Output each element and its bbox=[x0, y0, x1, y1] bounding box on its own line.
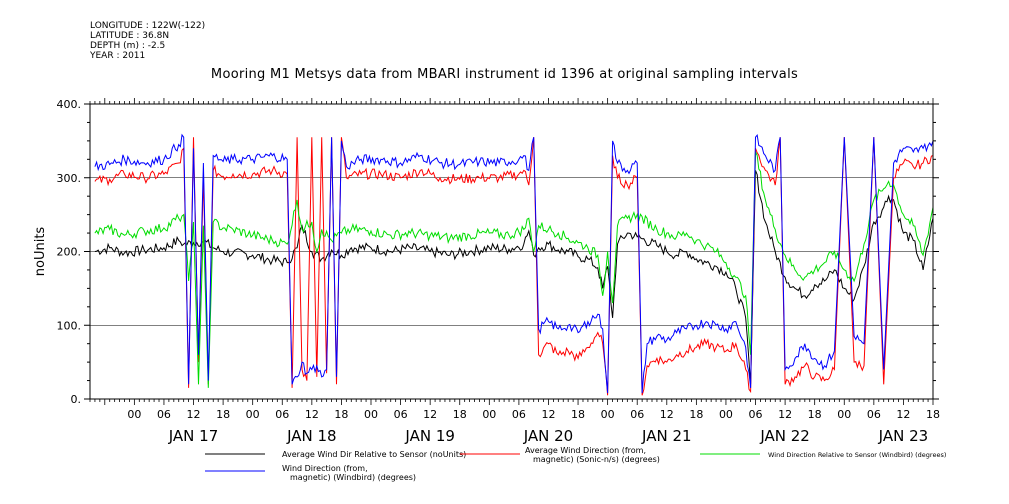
y-tick-label: 200. bbox=[57, 246, 82, 259]
legend-label-1: Average Wind Dir Relative to Sensor (noU… bbox=[282, 450, 466, 459]
legend: Average Wind Dir Relative to Sensor (noU… bbox=[205, 446, 946, 482]
x-hour-label: 00 bbox=[127, 408, 141, 421]
meta-longitude: LONGITUDE : 122W(-122) bbox=[90, 21, 206, 31]
x-hour-label: 00 bbox=[482, 408, 496, 421]
x-hour-label: 06 bbox=[394, 408, 408, 421]
series-layer bbox=[94, 133, 933, 396]
x-day-label: JAN 20 bbox=[523, 427, 574, 445]
x-day-label: JAN 23 bbox=[878, 427, 929, 445]
metadata-block: LONGITUDE : 122W(-122) LATITUDE : 36.8N … bbox=[90, 21, 205, 61]
meta-depth: DEPTH (m) : -2.5 bbox=[90, 41, 166, 51]
axis-labels: 0. 100. 200. 300. 400. noUnits 00 06 12 18 00 06 12 1… bbox=[33, 98, 940, 445]
x-hour-label: 00 bbox=[601, 408, 615, 421]
legend-label-4: Wind Direction (from, bbox=[282, 464, 368, 473]
x-hour-label: 18 bbox=[216, 408, 230, 421]
legend-label-2-line2: magnetic) (Sonic-n/s) (degrees) bbox=[533, 455, 660, 464]
x-day-label: JAN 18 bbox=[286, 427, 337, 445]
x-hour-label: 18 bbox=[689, 408, 703, 421]
meta-latitude: LATITUDE : 36.8N bbox=[90, 31, 170, 41]
meta-year: YEAR : 2011 bbox=[90, 51, 146, 61]
x-hour-label: 18 bbox=[926, 408, 940, 421]
x-day-label: JAN 19 bbox=[404, 427, 455, 445]
y-tick-label: 100. bbox=[57, 319, 82, 332]
legend-label-3: Wind Direction Relative to Sensor (Windb… bbox=[768, 451, 946, 459]
x-hour-label: 12 bbox=[778, 408, 792, 421]
x-hour-label: 00 bbox=[837, 408, 851, 421]
x-hour-label: 06 bbox=[867, 408, 881, 421]
y-tick-label: 300. bbox=[57, 172, 82, 185]
x-hour-label: 00 bbox=[719, 408, 733, 421]
series-line-2 bbox=[94, 137, 933, 396]
x-hour-label: 12 bbox=[896, 408, 910, 421]
x-hour-label: 12 bbox=[305, 408, 319, 421]
chart-title: Mooring M1 Metsys data from MBARI instru… bbox=[210, 67, 799, 82]
y-tick-label: 0. bbox=[71, 393, 82, 406]
x-hour-label: 06 bbox=[275, 408, 289, 421]
series-line-4 bbox=[94, 133, 933, 394]
x-hour-label: 18 bbox=[808, 408, 822, 421]
legend-label-2: Average Wind Direction (from, bbox=[525, 446, 646, 455]
y-axis-label: noUnits bbox=[33, 227, 48, 277]
x-hour-label: 12 bbox=[187, 408, 201, 421]
x-hour-label: 12 bbox=[541, 408, 555, 421]
x-day-label: JAN 21 bbox=[641, 427, 692, 445]
x-hour-label: 06 bbox=[630, 408, 644, 421]
x-hour-label: 06 bbox=[512, 408, 526, 421]
series-line-1 bbox=[94, 170, 933, 385]
x-day-label: JAN 22 bbox=[759, 427, 810, 445]
x-hour-label: 18 bbox=[334, 408, 348, 421]
y-tick-label: 400. bbox=[57, 98, 82, 111]
x-hour-label: 06 bbox=[157, 408, 171, 421]
x-hour-label: 06 bbox=[749, 408, 763, 421]
x-day-label: JAN 17 bbox=[168, 427, 219, 445]
axis-ticks bbox=[84, 98, 939, 405]
legend-label-4-line2: magnetic) (Windbird) (degrees) bbox=[290, 473, 416, 482]
x-hour-label: 12 bbox=[423, 408, 437, 421]
x-hour-label: 18 bbox=[571, 408, 585, 421]
x-hour-label: 12 bbox=[660, 408, 674, 421]
x-hour-label: 18 bbox=[453, 408, 467, 421]
x-hour-label: 00 bbox=[364, 408, 378, 421]
x-hour-label: 00 bbox=[246, 408, 260, 421]
